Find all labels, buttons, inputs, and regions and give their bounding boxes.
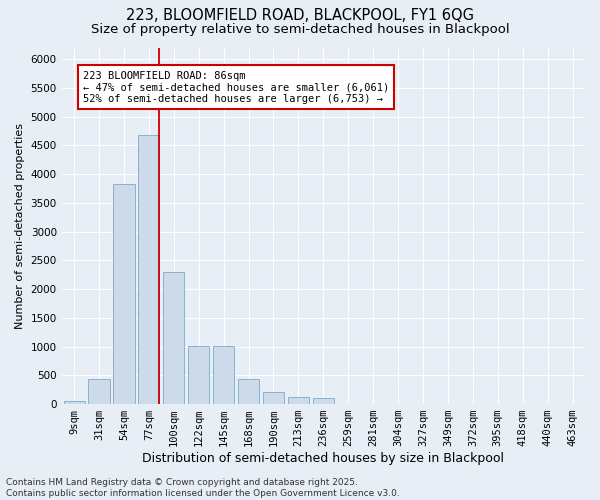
Bar bbox=[88, 380, 110, 404]
Text: 223 BLOOMFIELD ROAD: 86sqm
← 47% of semi-detached houses are smaller (6,061)
52%: 223 BLOOMFIELD ROAD: 86sqm ← 47% of semi… bbox=[83, 70, 389, 104]
Bar bbox=[163, 272, 184, 404]
X-axis label: Distribution of semi-detached houses by size in Blackpool: Distribution of semi-detached houses by … bbox=[142, 452, 505, 465]
Bar bbox=[188, 346, 209, 404]
Bar bbox=[288, 398, 309, 404]
Bar bbox=[213, 346, 234, 404]
Bar bbox=[238, 380, 259, 404]
Bar bbox=[263, 392, 284, 404]
Text: 223, BLOOMFIELD ROAD, BLACKPOOL, FY1 6QG: 223, BLOOMFIELD ROAD, BLACKPOOL, FY1 6QG bbox=[126, 8, 474, 22]
Bar bbox=[313, 398, 334, 404]
Y-axis label: Number of semi-detached properties: Number of semi-detached properties bbox=[15, 123, 25, 329]
Bar bbox=[64, 401, 85, 404]
Text: Contains HM Land Registry data © Crown copyright and database right 2025.
Contai: Contains HM Land Registry data © Crown c… bbox=[6, 478, 400, 498]
Text: Size of property relative to semi-detached houses in Blackpool: Size of property relative to semi-detach… bbox=[91, 22, 509, 36]
Bar bbox=[138, 136, 160, 404]
Bar bbox=[113, 184, 134, 404]
